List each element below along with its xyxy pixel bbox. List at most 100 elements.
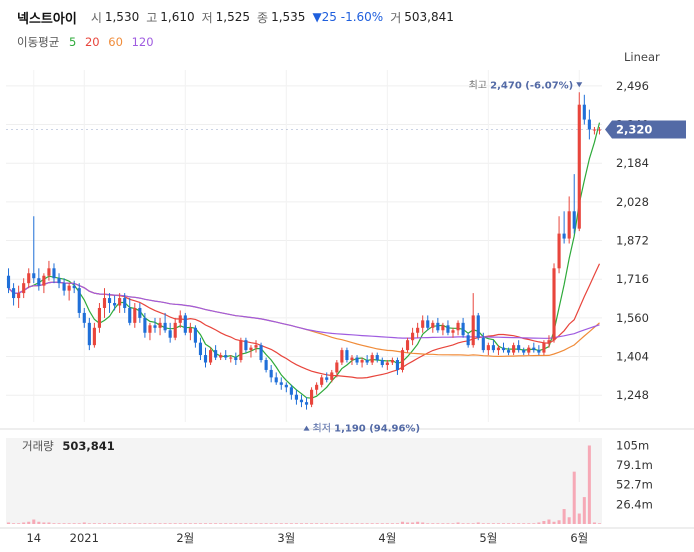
volume-bar bbox=[395, 523, 399, 524]
time-axis: 14 2021 2월 3월 4월 5월 6월 bbox=[26, 531, 588, 545]
candle-body bbox=[506, 350, 511, 353]
candle-body bbox=[315, 384, 319, 390]
candle-body bbox=[244, 340, 248, 351]
candle-body bbox=[587, 119, 591, 130]
candle-body bbox=[82, 312, 86, 323]
ma-label: 이동평균 bbox=[17, 35, 60, 49]
candle-body bbox=[491, 345, 495, 351]
volume-bar bbox=[517, 523, 521, 524]
candle-body bbox=[22, 283, 26, 294]
ma-60: 60 bbox=[108, 35, 123, 49]
volume-bar bbox=[547, 519, 551, 524]
candle-body bbox=[532, 347, 536, 351]
candle-body bbox=[476, 315, 480, 338]
candle-body bbox=[335, 362, 339, 373]
volume-bar bbox=[299, 523, 303, 524]
volume-bar bbox=[451, 523, 455, 524]
candle-body bbox=[572, 211, 576, 229]
candles bbox=[6, 92, 602, 410]
low-value: 1,525 bbox=[215, 10, 251, 24]
candle-body bbox=[304, 402, 309, 405]
candle-body bbox=[562, 233, 566, 239]
volume-bar bbox=[259, 523, 263, 524]
candle-body bbox=[118, 298, 122, 306]
volume-panel bbox=[6, 438, 602, 524]
volume-bar bbox=[501, 523, 506, 524]
volume-bar bbox=[375, 523, 379, 524]
candle-body bbox=[517, 345, 521, 351]
y-tick-label: 2,028 bbox=[616, 195, 649, 209]
volume-bar bbox=[289, 523, 293, 524]
volume-bar bbox=[269, 523, 273, 524]
candle-body bbox=[592, 129, 596, 131]
volume-bar bbox=[234, 523, 238, 524]
candle-body bbox=[451, 330, 455, 333]
volume-bar bbox=[512, 523, 516, 524]
max-annotation: 최고 2,470 (-6.07%) bbox=[469, 79, 574, 91]
volume-bar bbox=[7, 522, 11, 524]
candle-body bbox=[219, 355, 223, 358]
grid bbox=[0, 70, 694, 529]
volume-bar bbox=[87, 523, 91, 524]
candle-body bbox=[113, 303, 117, 306]
volume-value: 503,841 bbox=[404, 10, 454, 24]
candle-body bbox=[577, 104, 581, 229]
candle-body bbox=[501, 347, 506, 351]
volume-bar bbox=[431, 523, 435, 524]
moving-average-legend[interactable]: 이동평균 5 20 60 120 bbox=[17, 34, 159, 50]
volume-bar bbox=[52, 523, 56, 524]
candle-body bbox=[72, 285, 76, 289]
volume-bar bbox=[476, 522, 480, 524]
candle-body bbox=[92, 327, 96, 346]
volume-bar bbox=[62, 523, 66, 524]
candle-body bbox=[547, 340, 551, 343]
volume-bar bbox=[416, 521, 420, 524]
volume-bar bbox=[27, 521, 31, 524]
volume-bar bbox=[577, 513, 581, 524]
y-tick-label: 1,716 bbox=[616, 272, 649, 286]
candle-body bbox=[431, 322, 435, 328]
volume-bar bbox=[118, 523, 122, 524]
volume-bar bbox=[143, 523, 147, 524]
volume-bar bbox=[148, 523, 152, 524]
candle-body bbox=[208, 350, 213, 363]
volume-bar bbox=[102, 523, 107, 524]
volume-bar bbox=[12, 523, 16, 524]
volume-bar bbox=[77, 523, 81, 524]
volume-bar bbox=[72, 523, 76, 524]
candle-body bbox=[52, 268, 56, 279]
volume-tick-label: 105m bbox=[616, 438, 649, 452]
volume-bar bbox=[42, 522, 46, 524]
candle-body bbox=[385, 362, 389, 365]
annotations: 2,320 최고 2,470 (-6.07%) 최저 1,190 (94.96%) bbox=[6, 79, 686, 435]
volume-bar bbox=[305, 523, 309, 524]
volume-bar bbox=[284, 523, 288, 524]
current-price-tag bbox=[605, 120, 686, 139]
volume-bar bbox=[57, 523, 61, 524]
candle-body bbox=[6, 275, 11, 289]
candle-body bbox=[522, 350, 526, 353]
candle-body bbox=[279, 382, 283, 385]
candle-body bbox=[264, 360, 268, 370]
candle-body bbox=[395, 360, 400, 370]
candle-body bbox=[512, 345, 516, 353]
candle-body bbox=[123, 298, 127, 308]
candle-body bbox=[456, 322, 460, 331]
scale-selector[interactable]: Linear bbox=[624, 50, 660, 64]
candle-body bbox=[138, 307, 142, 318]
volume-panel-title: 거래량 503,841 bbox=[22, 438, 115, 454]
candle-body bbox=[107, 298, 112, 304]
volume-bar bbox=[471, 523, 475, 524]
volume-bar bbox=[507, 523, 511, 524]
volume-bar bbox=[249, 523, 253, 524]
candle-body bbox=[400, 350, 405, 370]
candle-body bbox=[466, 335, 470, 346]
candle-body bbox=[421, 320, 425, 328]
candle-body bbox=[441, 325, 445, 331]
candle-body bbox=[274, 377, 278, 383]
candle-body bbox=[67, 285, 71, 291]
volume-bar bbox=[522, 523, 526, 524]
volume-bar bbox=[567, 517, 571, 524]
volume-bar bbox=[244, 523, 248, 524]
